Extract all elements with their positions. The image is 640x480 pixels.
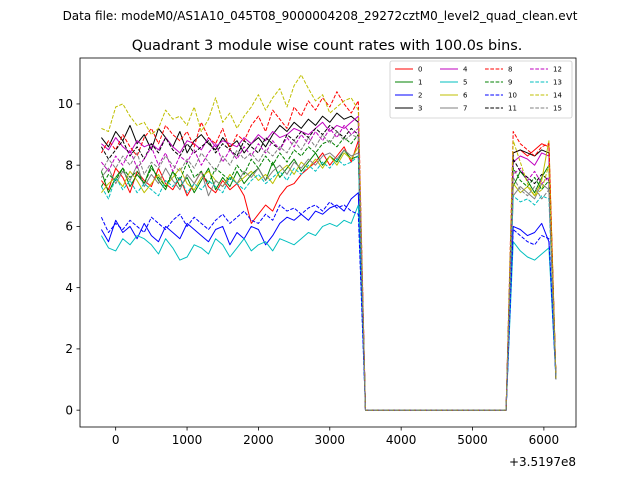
chart-title: Quadrant 3 module wise count rates with …	[132, 38, 523, 54]
series-line-13	[100, 155, 557, 411]
series-layer	[100, 74, 557, 411]
legend-label: 12	[553, 66, 562, 74]
x-offset-label: +3.5197e8	[509, 455, 576, 469]
x-tick-label: 0	[112, 433, 120, 447]
legend-label: 9	[508, 79, 512, 87]
y-tick-label: 0	[65, 403, 73, 417]
series-line-15	[100, 131, 557, 411]
legend-label: 11	[508, 105, 517, 113]
legend-label: 7	[463, 105, 467, 113]
x-tick-label: 3000	[315, 433, 346, 447]
x-tick-label: 2000	[243, 433, 274, 447]
legend-label: 0	[418, 66, 422, 74]
y-tick-label: 10	[58, 97, 73, 111]
y-tick-label: 4	[65, 281, 73, 295]
legend-label: 15	[553, 105, 562, 113]
x-tick-label: 5000	[457, 433, 488, 447]
legend-label: 5	[463, 79, 467, 87]
axes-frame	[79, 57, 577, 428]
legend-label: 3	[418, 105, 422, 113]
series-line-12	[101, 124, 557, 411]
x-tick-label: 4000	[386, 433, 417, 447]
legend-label: 2	[418, 92, 422, 100]
legend-label: 8	[508, 66, 512, 74]
y-tick-label: 6	[65, 220, 73, 234]
y-tick-label: 8	[65, 158, 73, 172]
x-axis: 0 1000 2000 3000 4000 5000 6000	[112, 427, 559, 447]
legend-label: 10	[508, 92, 517, 100]
y-axis: 0 2 4 6 8 10	[58, 97, 80, 417]
legend-label: 4	[463, 66, 468, 74]
legend-label: 6	[463, 92, 468, 100]
x-tick-label: 1000	[172, 433, 203, 447]
legend-label: 13	[553, 79, 562, 87]
legend-label: 1	[418, 79, 422, 87]
legend-frame	[389, 60, 573, 119]
legend-label: 14	[553, 92, 562, 100]
series-line-14	[101, 74, 557, 411]
x-tick-label: 6000	[529, 433, 560, 447]
y-tick-label: 2	[65, 342, 73, 356]
suptitle: Data file: modeM0/AS1A10_045T08_90000042…	[63, 9, 578, 23]
